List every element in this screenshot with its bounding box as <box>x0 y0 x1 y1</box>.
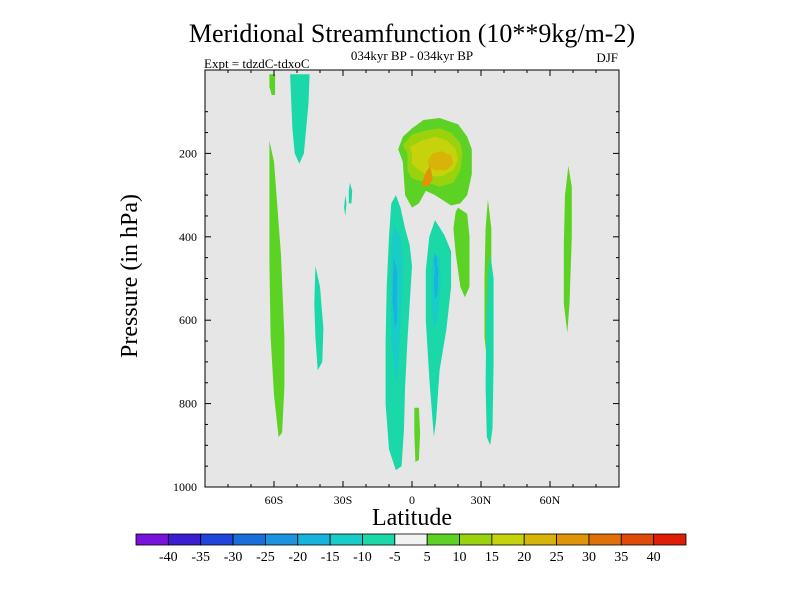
y-tick-label: 600 <box>179 313 197 327</box>
colorbar-swatch <box>556 533 590 546</box>
x-tick-label: 60N <box>540 493 561 507</box>
colorbar-swatch <box>297 533 331 546</box>
colorbar-label: 20 <box>517 550 531 565</box>
y-tick-label: 400 <box>179 230 197 244</box>
colorbar-label: 35 <box>614 550 628 565</box>
contour-region-nh-upper-positive-tongue <box>453 207 470 298</box>
season-label: DJF <box>596 50 618 65</box>
x-tick-label: 30N <box>471 493 492 507</box>
contour-region-tropical-upper-cell-20 <box>428 151 454 171</box>
experiment-label: Expt = tdzdC-tdxoC <box>204 56 310 71</box>
contour-region-nh-midlat-negative-lobe <box>485 253 494 446</box>
colorbar-label: -40 <box>159 550 178 565</box>
colorbar-swatch <box>588 533 622 546</box>
colorbar-swatch <box>232 533 266 546</box>
chart-subtitle: 034kyr BP - 034kyr BP <box>351 48 473 63</box>
y-axis-label: Pressure (in hPa) <box>117 194 143 358</box>
colorbar-swatch <box>620 533 655 546</box>
colorbar-swatch <box>329 533 363 546</box>
colorbar-label: -30 <box>224 550 243 565</box>
contour-region-nh-small-blue <box>433 253 438 271</box>
colorbar-swatch <box>167 533 202 546</box>
colorbar-label: -20 <box>288 550 307 565</box>
colorbar-swatch <box>653 533 687 546</box>
colorbar-swatch <box>200 533 234 546</box>
colorbar-label: 5 <box>424 550 431 565</box>
colorbar-swatch <box>394 533 428 546</box>
contour-region-sh-tropical-negative-15 <box>392 257 398 329</box>
colorbar-label: -10 <box>353 550 372 565</box>
colorbar-label: 40 <box>647 550 661 565</box>
colorbar-swatch <box>265 533 299 546</box>
colorbar-swatch <box>459 533 493 546</box>
colorbar-label: -25 <box>256 550 275 565</box>
colorbar-label: 30 <box>582 550 596 565</box>
colorbar-swatch <box>362 533 396 546</box>
colorbar-label: 10 <box>453 550 467 565</box>
x-tick-label: 60S <box>265 493 284 507</box>
x-tick-label: 30S <box>334 493 353 507</box>
colorbar-label: 25 <box>550 550 564 565</box>
colorbar-swatch <box>491 533 525 546</box>
colorbar-label: -35 <box>191 550 210 565</box>
contour-region-near-eq-positive-bottom <box>414 407 421 462</box>
colorbar-label: 15 <box>485 550 499 565</box>
colorbar: -40 -35 -30 -25 -20 -15 -10 -5 5 10 15 20 25 30 35 40 <box>135 533 687 565</box>
chart-title: Meridional Streamfunction (10**9kg/m-2) <box>189 19 635 48</box>
contour-region-sh-mid-negative <box>314 266 324 371</box>
x-tick-label: 0 <box>409 493 415 507</box>
y-axis: 200 400 600 800 1000 <box>173 111 619 494</box>
contour-region-sh-polar-top-negative <box>290 74 310 164</box>
y-tick-label: 200 <box>179 146 197 160</box>
x-axis: 60S 30S 0 30N 60N <box>227 70 597 507</box>
contour-region-sh-small-negative-2 <box>344 195 347 216</box>
contour-region-tropical-upper-cell-25 <box>421 165 433 187</box>
colorbar-swatch <box>523 533 557 546</box>
colorbar-swatch <box>135 533 169 546</box>
contour-region-sh-midlat-positive <box>269 140 285 437</box>
contour-region-sh-polar-thin-positive <box>269 74 276 95</box>
x-axis-label: Latitude <box>372 505 452 531</box>
y-tick-label: 800 <box>179 397 197 411</box>
contour-fill-layer <box>269 74 572 471</box>
contour-region-nh-negative-tongue-15 <box>433 261 439 300</box>
colorbar-swatch <box>426 533 460 546</box>
y-tick-label: 1000 <box>173 480 197 494</box>
contour-region-sh-small-negative-1 <box>348 182 353 204</box>
colorbar-label: -5 <box>389 550 401 565</box>
colorbar-label: -15 <box>321 550 340 565</box>
contour-region-nh-high-positive <box>563 165 572 333</box>
